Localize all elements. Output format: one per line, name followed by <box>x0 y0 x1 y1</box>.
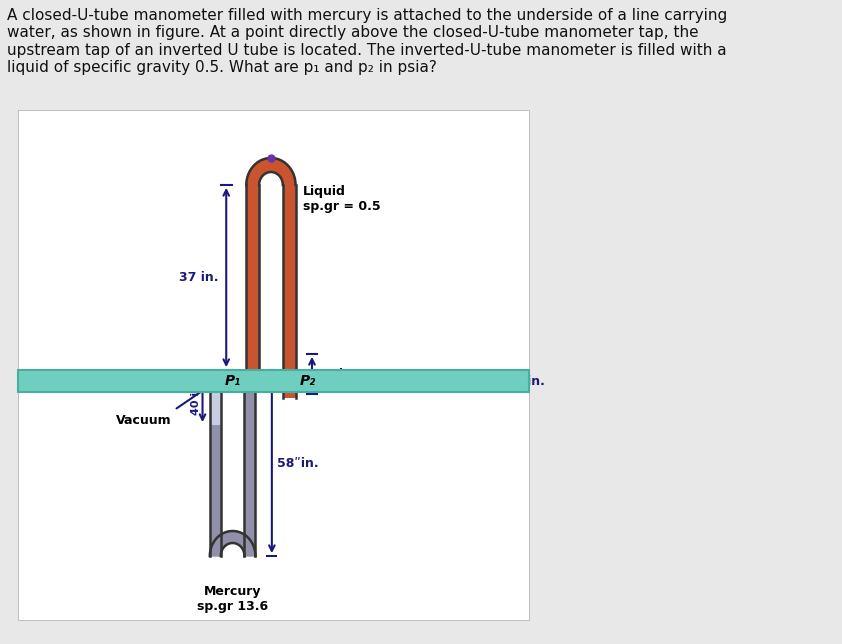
Text: 40 in.: 40 in. <box>190 380 200 415</box>
Bar <box>283 185 296 398</box>
Text: Water: Water <box>40 374 88 388</box>
Bar <box>210 370 221 425</box>
Polygon shape <box>221 543 244 556</box>
Text: Mercury
sp.gr 13.6: Mercury sp.gr 13.6 <box>197 585 269 613</box>
Text: 58ʺin.: 58ʺin. <box>277 457 319 469</box>
Text: 12 in.: 12 in. <box>317 368 357 381</box>
Polygon shape <box>247 158 296 185</box>
Polygon shape <box>259 172 283 185</box>
Text: P₁: P₁ <box>225 374 241 388</box>
Bar <box>19 110 529 620</box>
Bar <box>210 370 221 556</box>
Text: 37 in.: 37 in. <box>179 271 219 284</box>
Text: Liquid
sp.gr = 0.5: Liquid sp.gr = 0.5 <box>303 185 381 213</box>
Text: Vacuum: Vacuum <box>116 414 172 427</box>
Text: 4 in.: 4 in. <box>514 375 545 388</box>
Bar <box>244 370 255 556</box>
Bar <box>19 370 529 392</box>
Text: A closed-U-tube manometer filled with mercury is attached to the underside of a : A closed-U-tube manometer filled with me… <box>8 8 727 75</box>
Bar <box>247 185 259 370</box>
Text: P₂: P₂ <box>300 374 317 388</box>
Polygon shape <box>210 531 255 556</box>
